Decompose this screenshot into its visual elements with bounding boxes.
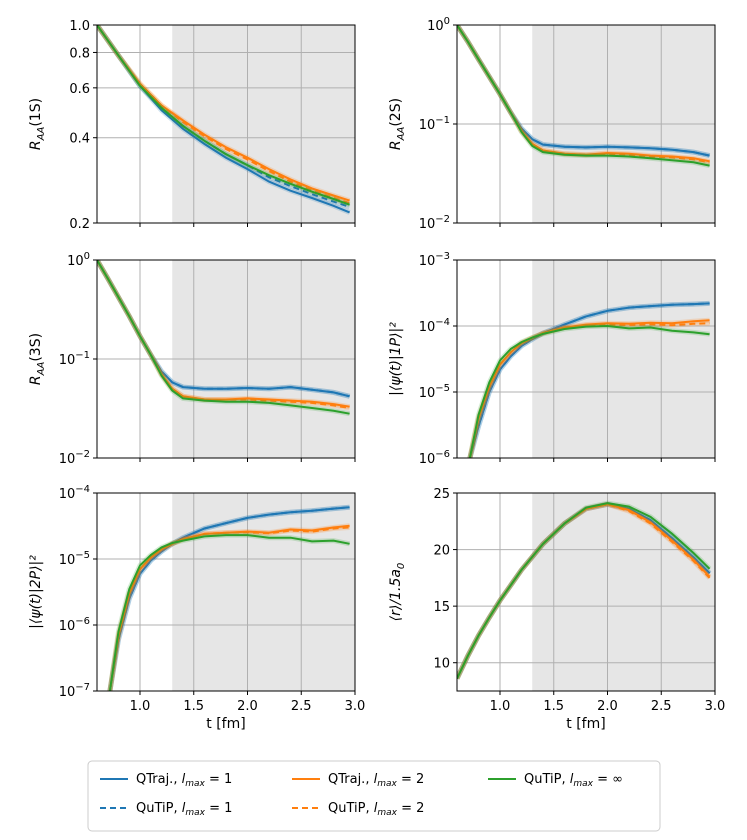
x-tick-label: 1.5 <box>183 699 204 714</box>
y-tick-label: 10−7 <box>59 682 90 700</box>
y-tick-label: 1.0 <box>69 19 90 34</box>
y-tick-label: 0.4 <box>69 132 90 147</box>
y-tick-label: 10−4 <box>419 317 450 335</box>
legend: QTraj., lmax = 1 QTraj., lmax = 2 QuTiP, l… <box>87 760 661 832</box>
legend-label-qutip1: QuTiP, lmax = 1 <box>136 801 232 818</box>
legend-label-qutip2: QuTiP, lmax = 2 <box>328 801 424 818</box>
y-axis-label: RAA(3S) <box>28 333 47 385</box>
y-tick-label: 10−6 <box>59 616 90 634</box>
series-line-qutip1 <box>108 506 350 691</box>
y-axis-label: |⟨ψ(t)|2P⟩|² <box>28 555 44 629</box>
panel-p2p: 10−7 10−6 10−5 10−4 1.0 1.5 2.0 2.5 3.0 t [fm] |⟨ψ… <box>28 484 365 732</box>
y-axis-label: RAA(2S) <box>388 98 407 150</box>
legend-box <box>87 760 661 832</box>
series-line-qutipinf <box>108 534 350 691</box>
series-line-qutipinf <box>468 324 710 458</box>
panel-p1p: 10−6 10−5 10−4 10−3 |⟨ψ(t)|1P⟩|² <box>388 251 716 467</box>
y-tick-label: 10−2 <box>59 449 90 467</box>
y-axis-label: ⟨r⟩/1.5a0 <box>388 563 407 622</box>
x-axis-label: t [fm] <box>206 716 245 732</box>
panel-raa3s: 10−2 10−1 100 RAA(3S) <box>28 251 356 467</box>
y-tick-label: 100 <box>427 16 450 34</box>
x-tick-label: 3.0 <box>705 699 726 714</box>
series-line-qutip1 <box>468 302 710 458</box>
shaded-region <box>172 25 355 223</box>
x-axis-label: t [fm] <box>566 716 605 732</box>
y-tick-label: 100 <box>67 251 90 269</box>
axes-frame <box>96 492 356 692</box>
y-tick-label: 10 <box>433 657 450 672</box>
axes-frame <box>456 492 716 692</box>
y-tick-label: 25 <box>433 487 450 502</box>
panel-raa1s: 0.2 0.4 0.6 0.8 1.0 RAA(1S) <box>28 19 356 232</box>
legend-label-qtraj2: QTraj., lmax = 2 <box>328 772 424 789</box>
x-tick-label: 2.0 <box>237 699 258 714</box>
x-tick-label: 3.0 <box>345 699 366 714</box>
y-tick-label: 20 <box>433 544 450 559</box>
shaded-region <box>532 493 715 691</box>
shaded-region <box>532 260 715 458</box>
x-tick-label: 1.0 <box>130 699 151 714</box>
legend-label-qutipinf: QuTiP, lmax = ∞ <box>524 772 623 789</box>
y-axis-label: RAA(1S) <box>28 98 47 150</box>
y-tick-label: 10−5 <box>419 383 450 401</box>
y-tick-label: 10−4 <box>59 484 90 502</box>
x-tick-label: 1.5 <box>543 699 564 714</box>
y-tick-label: 15 <box>433 600 450 615</box>
x-tick-label: 2.5 <box>651 699 672 714</box>
panel-radius: 10 15 20 25 1.0 1.5 2.0 2.5 3.0 t [fm] ⟨r⟩/1.5a0 <box>388 487 725 732</box>
shaded-region <box>172 493 355 691</box>
x-tick-label: 2.5 <box>291 699 312 714</box>
y-tick-label: 0.2 <box>69 217 90 232</box>
series-line-qutip2 <box>108 526 350 691</box>
y-tick-label: 10−1 <box>59 350 90 368</box>
y-tick-label: 0.6 <box>69 82 90 97</box>
y-axis-label: |⟨ψ(t)|1P⟩|² <box>388 322 404 396</box>
y-tick-label: 10−3 <box>419 251 450 269</box>
x-tick-label: 1.0 <box>490 699 511 714</box>
series-line-qutip2 <box>468 322 710 458</box>
y-tick-label: 10−6 <box>419 449 450 467</box>
x-tick-label: 2.0 <box>597 699 618 714</box>
y-tick-label: 10−5 <box>59 550 90 568</box>
panel-raa2s: 10−2 10−1 100 RAA(2S) <box>388 16 716 232</box>
axes-frame <box>456 259 716 459</box>
y-tick-label: 10−1 <box>419 115 450 133</box>
y-tick-label: 10−2 <box>419 214 450 232</box>
axes-frame <box>96 24 356 224</box>
legend-label-qtraj1: QTraj., lmax = 1 <box>136 772 232 789</box>
y-tick-label: 0.8 <box>69 46 90 61</box>
